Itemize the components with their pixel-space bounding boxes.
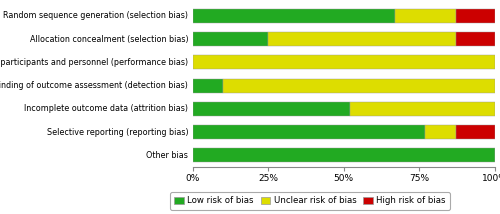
Bar xyxy=(192,9,395,23)
Bar xyxy=(192,55,495,69)
Bar xyxy=(192,32,268,46)
Bar xyxy=(192,148,495,162)
Bar xyxy=(192,125,426,139)
Legend: Low risk of bias, Unclear risk of bias, High risk of bias: Low risk of bias, Unclear risk of bias, … xyxy=(170,192,450,210)
Bar xyxy=(456,9,495,23)
Bar xyxy=(192,79,223,93)
Bar xyxy=(192,102,350,116)
Bar xyxy=(223,79,495,93)
Bar xyxy=(350,102,495,116)
Bar xyxy=(268,32,456,46)
Bar xyxy=(395,9,456,23)
Bar xyxy=(426,125,456,139)
Bar xyxy=(456,32,495,46)
Bar xyxy=(456,125,495,139)
